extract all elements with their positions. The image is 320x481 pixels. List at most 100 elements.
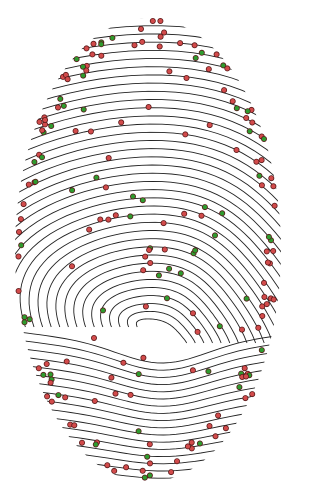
minutia-bifurcation: [98, 217, 103, 222]
minutia-bifurcation: [147, 442, 152, 447]
minutia-bifurcation: [138, 26, 143, 31]
minutia-bifurcation: [250, 120, 255, 125]
minutia-ending: [247, 129, 252, 134]
minutia-ending: [100, 308, 105, 313]
minutia-bifurcation: [264, 249, 269, 254]
minutia-bifurcation: [243, 374, 248, 379]
minutia-ending: [259, 348, 264, 353]
minutia-ending: [39, 155, 44, 160]
minutia-bifurcation: [243, 396, 248, 401]
minutia-bifurcation: [162, 30, 167, 35]
minutia-bifurcation: [124, 465, 129, 470]
minutia-bifurcation: [225, 66, 230, 71]
minutia-bifurcation: [49, 399, 54, 404]
minutia-ending: [145, 454, 150, 459]
minutia-ending: [94, 175, 99, 180]
minutia-ending: [197, 441, 202, 446]
minutia-bifurcation: [37, 119, 42, 124]
minutia-ending: [70, 188, 75, 193]
minutia-bifurcation: [105, 463, 110, 468]
minutia-bifurcation: [223, 426, 228, 431]
minutia-ending: [81, 107, 86, 112]
minutia-bifurcation: [261, 280, 266, 285]
minutia-ending: [41, 372, 46, 377]
minutia-bifurcation: [254, 159, 259, 164]
minutia-bifurcation: [141, 268, 146, 273]
minutia-bifurcation: [92, 398, 97, 403]
minutia-bifurcation: [174, 459, 179, 464]
minutia-bifurcation: [36, 366, 41, 371]
minutia-bifurcation: [16, 288, 21, 293]
minutia-bifurcation: [84, 68, 89, 73]
minutia-bifurcation: [132, 43, 137, 48]
minutia-ending: [206, 369, 211, 374]
minutia-ending: [212, 233, 217, 238]
minutia-bifurcation: [206, 67, 211, 72]
minutia-bifurcation: [207, 123, 212, 128]
minutia-ending: [266, 234, 271, 239]
minutia-bifurcation: [195, 329, 200, 334]
minutia-ending: [99, 42, 104, 47]
minutia-bifurcation: [140, 468, 145, 473]
minutia-bifurcation: [109, 375, 114, 380]
fingerprint-image: [0, 0, 290, 481]
minutia-ending: [22, 315, 27, 320]
minutia-bifurcation: [106, 155, 111, 160]
minutia-ending: [244, 296, 249, 301]
minutia-bifurcation: [18, 217, 23, 222]
minutia-bifurcation: [162, 247, 167, 252]
minutia-bifurcation: [113, 391, 118, 396]
minutia-bifurcation: [79, 440, 84, 445]
minutia-bifurcation: [141, 355, 146, 360]
minutia-ending: [193, 248, 198, 253]
minutia-bifurcation: [16, 254, 21, 259]
minutia-ending: [245, 109, 250, 114]
minutia-bifurcation: [239, 327, 244, 332]
minutia-ending: [58, 96, 63, 101]
page: (() => { const ns = 'http://www.w3.org/2…: [0, 0, 290, 481]
minutia-bifurcation: [65, 77, 70, 82]
minutia-bifurcation: [121, 360, 126, 365]
minutia-ending: [220, 211, 225, 216]
minutia-bifurcation: [128, 392, 133, 397]
minutia-bifurcation: [91, 335, 96, 340]
minutia-bifurcation: [213, 434, 218, 439]
minutia-ending: [27, 317, 32, 322]
minutia-bifurcation: [260, 313, 265, 318]
minutia-ending: [74, 57, 79, 62]
minutia-bifurcation: [178, 41, 183, 46]
minutia-bifurcation: [21, 202, 26, 207]
minutia-bifurcation: [44, 361, 49, 366]
minutia-ending: [142, 475, 147, 480]
minutia-ending: [147, 473, 152, 478]
minutia-bifurcation: [230, 99, 235, 104]
minutia-bifurcation: [182, 211, 187, 216]
minutia-bifurcation: [272, 203, 277, 208]
minutia-ending: [167, 266, 172, 271]
minutia-bifurcation: [185, 444, 190, 449]
minutia-bifurcation: [48, 380, 53, 385]
minutia-ending: [202, 205, 207, 210]
minutia-bifurcation: [99, 53, 104, 58]
minutia-bifurcation: [157, 44, 162, 49]
minutia-ending: [234, 106, 239, 111]
minutia-bifurcation: [199, 213, 204, 218]
minutia-bifurcation: [216, 413, 221, 418]
minutia-ending: [237, 385, 242, 390]
minutia-ending: [257, 173, 262, 178]
minutia-bifurcation: [147, 461, 152, 466]
minutia-bifurcation: [90, 52, 95, 57]
minutia-bifurcation: [106, 217, 111, 222]
minutia-bifurcation: [262, 294, 267, 299]
minutia-ending: [81, 73, 86, 78]
minutia-bifurcation: [16, 229, 21, 234]
minutia-ending: [32, 159, 37, 164]
minutia-bifurcation: [271, 184, 276, 189]
minutia-ending: [93, 442, 98, 447]
background: [0, 0, 290, 481]
minutia-bifurcation: [148, 260, 153, 265]
minutia-bifurcation: [161, 221, 166, 226]
minutia-ending: [56, 393, 61, 398]
minutia-bifurcation: [43, 117, 48, 122]
minutia-bifurcation: [143, 304, 148, 309]
